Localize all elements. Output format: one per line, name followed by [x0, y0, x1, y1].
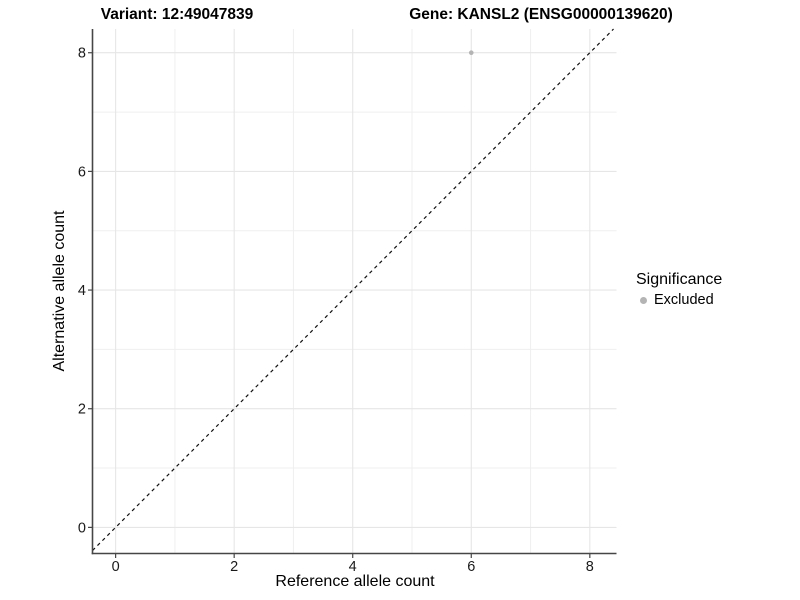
legend-title: Significance: [636, 271, 723, 288]
data-point: [468, 50, 474, 56]
variant-title: Variant: 12:49047839: [100, 6, 254, 23]
legend-item-label: Excluded: [654, 292, 714, 308]
x-tick-label: 6: [467, 559, 475, 575]
y-tick-label: 4: [78, 283, 86, 299]
x-tick-label: 4: [349, 559, 357, 575]
legend-point-icon: [640, 296, 647, 304]
x-axis-title: Reference allele count: [275, 573, 435, 590]
y-tick-label: 6: [78, 164, 86, 180]
y-tick-label: 0: [78, 520, 86, 536]
legend-item: Excluded: [636, 292, 722, 308]
legend-items: Excluded: [636, 292, 722, 308]
x-tick-label: 2: [230, 559, 238, 575]
x-tick-label: 8: [586, 559, 594, 575]
gene-title: Gene: KANSL2 (ENSG00000139620): [409, 6, 673, 23]
y-tick-label: 2: [78, 402, 86, 418]
y-tick-label: 8: [78, 46, 86, 62]
x-tick-label: 0: [112, 559, 120, 575]
legend: Significance Excluded: [636, 271, 722, 308]
y-axis-title: Alternative allele count: [51, 210, 68, 372]
